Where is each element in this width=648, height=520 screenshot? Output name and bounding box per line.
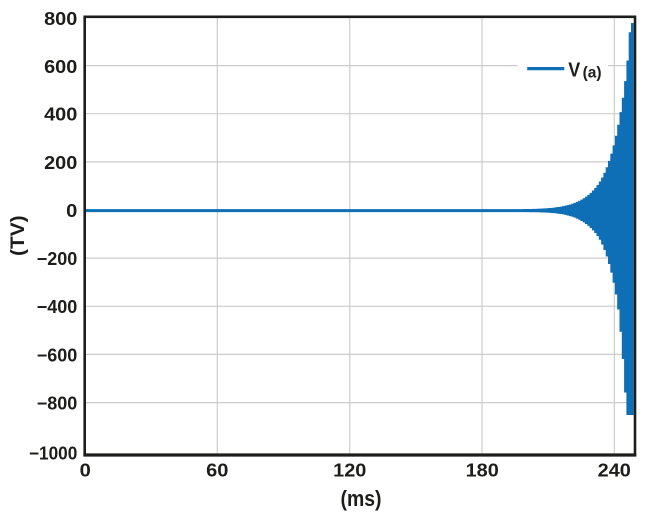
- svg-text:180: 180: [466, 461, 499, 481]
- svg-text:0: 0: [66, 201, 77, 221]
- svg-text:400: 400: [44, 105, 77, 125]
- svg-text:0: 0: [80, 461, 91, 481]
- svg-text:200: 200: [44, 153, 77, 173]
- svg-text:−600: −600: [37, 345, 78, 365]
- svg-text:240: 240: [598, 461, 631, 481]
- svg-text:600: 600: [44, 57, 77, 77]
- svg-text:−800: −800: [37, 393, 78, 413]
- svg-text:(a): (a): [583, 65, 602, 82]
- svg-text:(ms): (ms): [341, 486, 382, 511]
- svg-text:−200: −200: [37, 249, 78, 269]
- svg-text:800: 800: [44, 9, 77, 29]
- svg-text:(TV): (TV): [8, 215, 29, 256]
- svg-text:60: 60: [206, 461, 228, 481]
- svg-text:−400: −400: [37, 297, 78, 317]
- svg-text:120: 120: [333, 461, 366, 481]
- svg-text:V: V: [568, 58, 580, 81]
- svg-text:−1000: −1000: [29, 444, 77, 464]
